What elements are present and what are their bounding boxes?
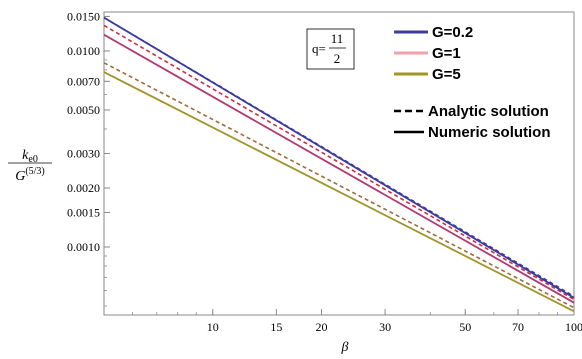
- legend-label-g1: G=1: [432, 45, 461, 62]
- y-tick-label: 0.0030: [67, 146, 100, 160]
- y-axis-numerator: ke0: [22, 148, 38, 165]
- legend-label-numeric: Numeric solution: [428, 124, 551, 141]
- legend-entry-g5: G=5: [394, 66, 461, 83]
- x-tick-label: 70: [512, 320, 524, 334]
- legend-entry-g02: G=0.2: [394, 24, 473, 41]
- x-axis-label: β: [341, 340, 349, 355]
- legend-label-g5: G=5: [432, 66, 461, 83]
- y-tick-label: 0.0070: [67, 74, 100, 88]
- series-g5-numeric: [103, 71, 575, 313]
- x-tick-label: 30: [379, 320, 391, 334]
- x-tick-label: 50: [459, 320, 471, 334]
- axis-ticks: [103, 15, 575, 315]
- x-tick-label: 20: [315, 320, 327, 334]
- legend-label-g02: G=0.2: [432, 24, 473, 41]
- x-tick-label: 15: [270, 320, 282, 334]
- y-axis-label: ke0 G(5/3): [8, 148, 52, 184]
- y-tick-labels: 0.0010 0.0015 0.0020 0.0030 0.0050 0.0070 0.01…: [67, 9, 100, 254]
- y-tick-label: 0.0150: [67, 9, 100, 23]
- parameter-annotation: q= 11 2: [306, 28, 355, 70]
- legend: G=0.2 G=1 G=5 Analytic solution Numeric …: [394, 24, 551, 141]
- y-tick-label: 0.0015: [67, 205, 100, 219]
- legend-entry-analytic: Analytic solution: [394, 103, 549, 120]
- parameter-numerator: 11: [331, 31, 344, 46]
- parameter-box: [306, 28, 355, 70]
- plot-frame: [103, 11, 575, 316]
- series-layer: [103, 16, 575, 313]
- parameter-prefix: q=: [312, 41, 326, 56]
- y-tick-label: 0.0050: [67, 103, 100, 117]
- x-tick-label: 100: [565, 320, 582, 334]
- series-g02-numeric: [103, 16, 575, 299]
- y-axis-denominator: G(5/3): [15, 166, 45, 184]
- x-tick-label: 10: [207, 320, 219, 334]
- series-g5-analytic: [103, 62, 575, 309]
- legend-label-analytic: Analytic solution: [428, 103, 549, 120]
- x-tick-labels: 10 15 20 30 50 70 100: [207, 320, 582, 334]
- parameter-denominator: 2: [334, 51, 341, 66]
- series-g1-numeric: [103, 33, 575, 304]
- legend-entry-numeric: Numeric solution: [394, 124, 551, 141]
- legend-entry-g1: G=1: [394, 45, 461, 62]
- y-tick-label: 0.0010: [67, 240, 100, 254]
- y-tick-label: 0.0020: [67, 181, 100, 195]
- y-tick-label: 0.0100: [67, 44, 100, 58]
